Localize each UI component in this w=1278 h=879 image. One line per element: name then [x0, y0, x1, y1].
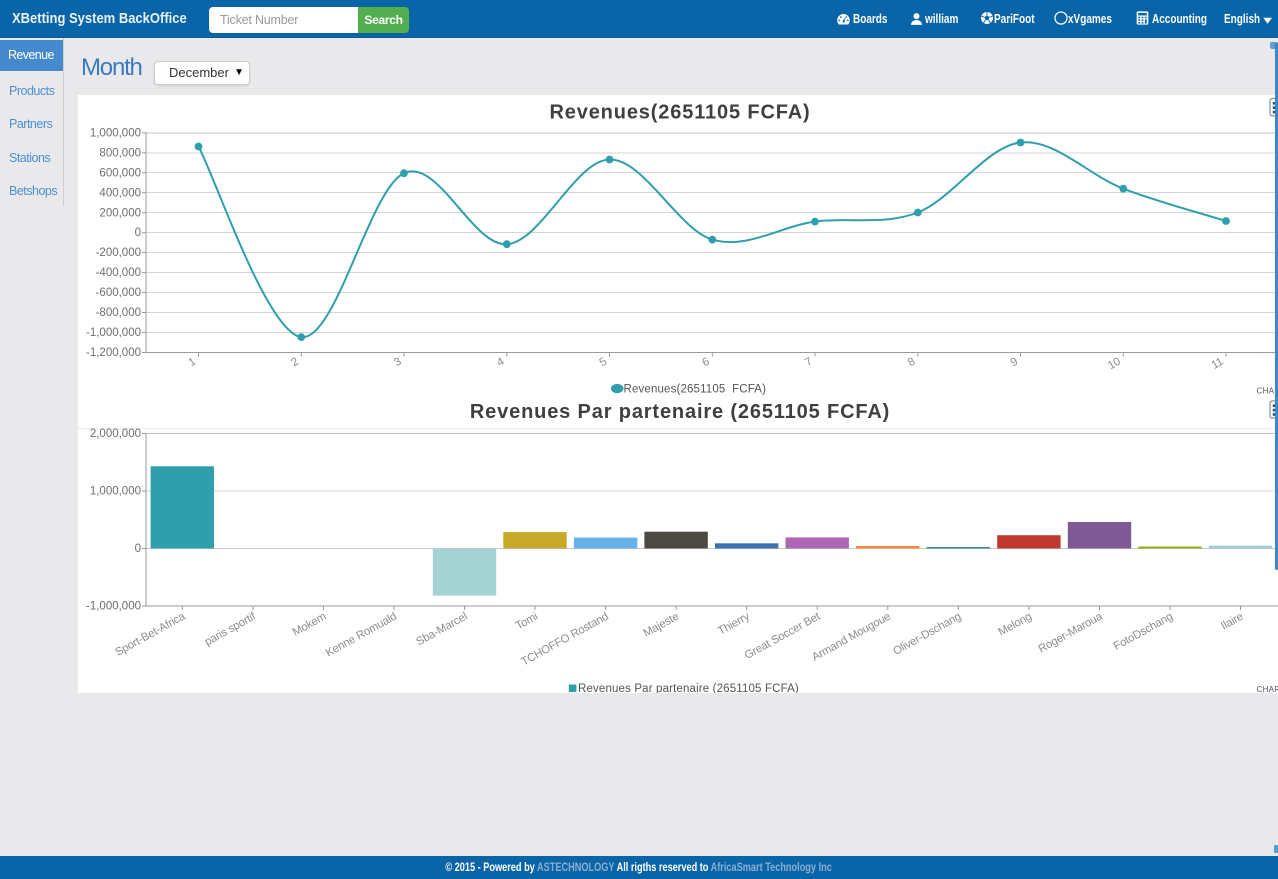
svg-text:2: 2	[289, 356, 300, 369]
svg-text:-400,000: -400,000	[96, 267, 141, 279]
svg-text:3: 3	[392, 356, 403, 369]
svg-text:2,000,000: 2,000,000	[90, 428, 141, 440]
svg-text:0: 0	[135, 227, 141, 239]
svg-text:-800,000: -800,000	[96, 307, 141, 319]
svg-text:FotoDschang: FotoDschang	[1112, 611, 1175, 653]
svg-text:Kenne Romuald: Kenne Romuald	[324, 611, 399, 660]
svg-text:0: 0	[135, 543, 141, 555]
svg-text:7: 7	[803, 356, 814, 369]
svg-text:Revenues(2651105 FCFA): Revenues(2651105 FCFA)	[549, 102, 810, 124]
svg-text:Mokem: Mokem	[291, 611, 329, 639]
svg-text:Thierry: Thierry	[716, 610, 752, 637]
svg-text:Ilaire: Ilaire	[1219, 611, 1245, 633]
svg-text:1,000,000: 1,000,000	[90, 127, 141, 139]
svg-text:11: 11	[1210, 356, 1226, 372]
svg-text:600,000: 600,000	[99, 167, 141, 179]
svg-text:9: 9	[1009, 356, 1020, 369]
svg-text:200,000: 200,000	[99, 207, 141, 219]
svg-text:-1,000,000: -1,000,000	[86, 327, 141, 339]
svg-text:400,000: 400,000	[99, 187, 141, 199]
svg-text:1,000,000: 1,000,000	[90, 486, 141, 498]
svg-text:-1,200,000: -1,200,000	[86, 347, 141, 359]
svg-text:1: 1	[187, 356, 198, 369]
svg-text:8: 8	[906, 356, 917, 369]
svg-text:800,000: 800,000	[99, 147, 141, 159]
svg-text:Sport-Bet-Africa: Sport-Bet-Africa	[113, 610, 188, 659]
svg-text:-1,000,000: -1,000,000	[86, 601, 141, 613]
svg-text:10: 10	[1106, 356, 1123, 373]
svg-text:Revenues Par partenaire (26511: Revenues Par partenaire (2651105 FCFA)	[470, 401, 890, 423]
svg-text:paris sportif: paris sportif	[203, 610, 259, 648]
svg-text:CHART: CHART	[1257, 685, 1278, 693]
svg-text:-200,000: -200,000	[96, 247, 141, 259]
svg-text:Majeste: Majeste	[642, 611, 681, 640]
svg-text:Revenues(2651105 FCFA): Revenues(2651105 FCFA)	[624, 384, 767, 396]
svg-text:CHART: CHART	[1257, 387, 1278, 396]
svg-text:Melong: Melong	[996, 611, 1033, 639]
svg-text:4: 4	[495, 356, 506, 369]
svg-text:Oliver-Dschang: Oliver-Dschang	[891, 611, 963, 658]
svg-text:6: 6	[700, 356, 711, 369]
svg-text:Tomi: Tomi	[514, 611, 540, 633]
svg-text:Sba-Marcel: Sba-Marcel	[414, 611, 469, 649]
svg-text:5: 5	[598, 356, 609, 369]
svg-text:Roger-Maroua: Roger-Maroua	[1036, 610, 1105, 655]
svg-text:-600,000: -600,000	[96, 287, 141, 299]
svg-text:Revenues Par partenaire (26511: Revenues Par partenaire (2651105 FCFA)	[578, 683, 799, 693]
svg-text:Armand Mougoue: Armand Mougoue	[810, 611, 893, 664]
